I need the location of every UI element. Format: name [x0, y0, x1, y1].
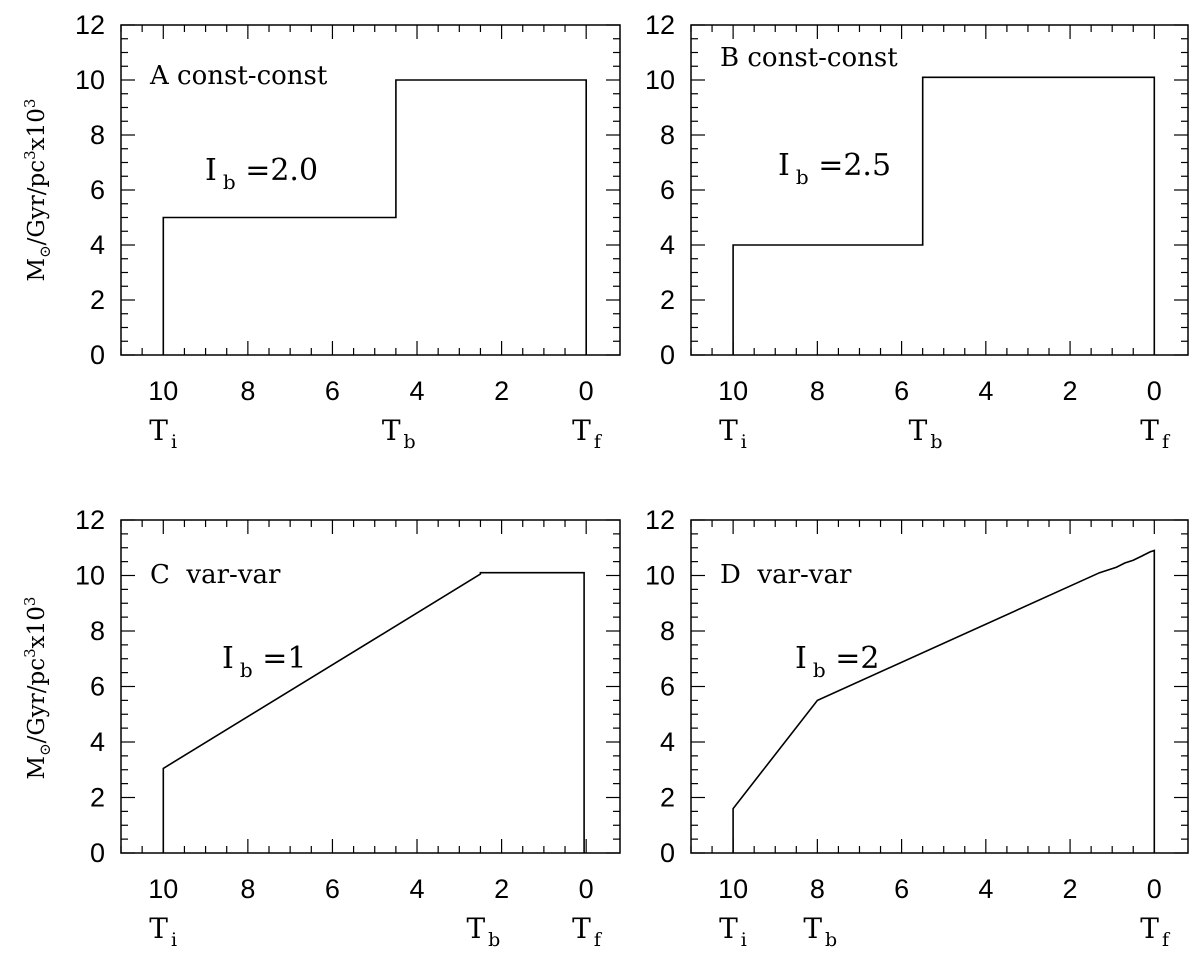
sfr-curve [732, 549, 1156, 853]
x-tick-label: 8 [810, 376, 825, 406]
y-tick-label: 4 [90, 230, 105, 260]
panel-label: D var-var [720, 560, 852, 590]
y-axis-label: M⊙/Gyr/pc3x103 [21, 99, 54, 282]
x-tick-label: 2 [1063, 874, 1078, 904]
x-tick-label: 0 [1147, 376, 1162, 406]
y-tick-label: 6 [90, 175, 105, 205]
x-tick-label: 10 [148, 376, 178, 406]
x-tick-label: 8 [810, 874, 825, 904]
x-tick-label: 8 [240, 376, 255, 406]
panel-label: B const-const [720, 43, 898, 73]
panel-label: A const-const [149, 61, 328, 91]
y-tick-label: 6 [660, 175, 675, 205]
y-tick-label: 0 [660, 340, 675, 370]
y-tick-label: 8 [90, 120, 105, 150]
y-tick-label: 0 [90, 340, 105, 370]
y-tick-label: 6 [660, 672, 675, 702]
y-tick-label: 8 [660, 120, 675, 150]
y-tick-label: 12 [645, 505, 675, 535]
x-tick-label: 4 [410, 376, 425, 406]
y-tick-label: 10 [75, 65, 105, 95]
x-tick-label: 2 [1063, 376, 1078, 406]
y-tick-label: 4 [660, 230, 675, 260]
y-tick-label: 2 [90, 285, 105, 315]
y-tick-label: 2 [90, 783, 105, 813]
x-tick-label: 0 [579, 874, 594, 904]
x-tick-label: 4 [978, 874, 993, 904]
x-tick-label: 0 [579, 376, 594, 406]
y-axis-labels: M⊙/Gyr/pc3x103 M⊙/Gyr/pc3x103 [21, 99, 54, 780]
y-tick-label: 10 [645, 65, 675, 95]
x-tick-label: 6 [325, 874, 340, 904]
x-tick-label: 10 [148, 874, 178, 904]
y-tick-label: 6 [90, 672, 105, 702]
y-tick-label: 0 [90, 838, 105, 868]
x-tick-label: 0 [1147, 874, 1162, 904]
y-tick-label: 0 [660, 838, 675, 868]
x-tick-label: 2 [494, 376, 509, 406]
panel-label: C var-var [150, 560, 281, 590]
y-tick-label: 12 [75, 10, 105, 40]
sfr-curve [162, 571, 585, 853]
y-tick-label: 8 [660, 616, 675, 646]
plot-frame [690, 24, 1189, 356]
y-tick-label: 12 [645, 10, 675, 40]
y-tick-label: 2 [660, 783, 675, 813]
x-tick-label: 6 [894, 874, 909, 904]
x-tick-label: 4 [978, 376, 993, 406]
y-tick-label: 8 [90, 616, 105, 646]
x-tick-label: 10 [718, 376, 748, 406]
y-axis-label: M⊙/Gyr/pc3x103 [21, 597, 54, 780]
y-tick-label: 2 [660, 285, 675, 315]
y-tick-label: 4 [660, 727, 675, 757]
y-tick-label: 12 [75, 505, 105, 535]
y-tick-label: 10 [645, 561, 675, 591]
x-tick-label: 6 [325, 376, 340, 406]
x-tick-label: 6 [894, 376, 909, 406]
sfr-curve [732, 76, 1156, 355]
y-tick-label: 10 [75, 561, 105, 591]
y-tick-label: 4 [90, 727, 105, 757]
sfr-curve [162, 79, 588, 355]
x-tick-label: 4 [410, 874, 425, 904]
x-tick-label: 8 [240, 874, 255, 904]
x-tick-label: 10 [718, 874, 748, 904]
x-tick-label: 2 [494, 874, 509, 904]
